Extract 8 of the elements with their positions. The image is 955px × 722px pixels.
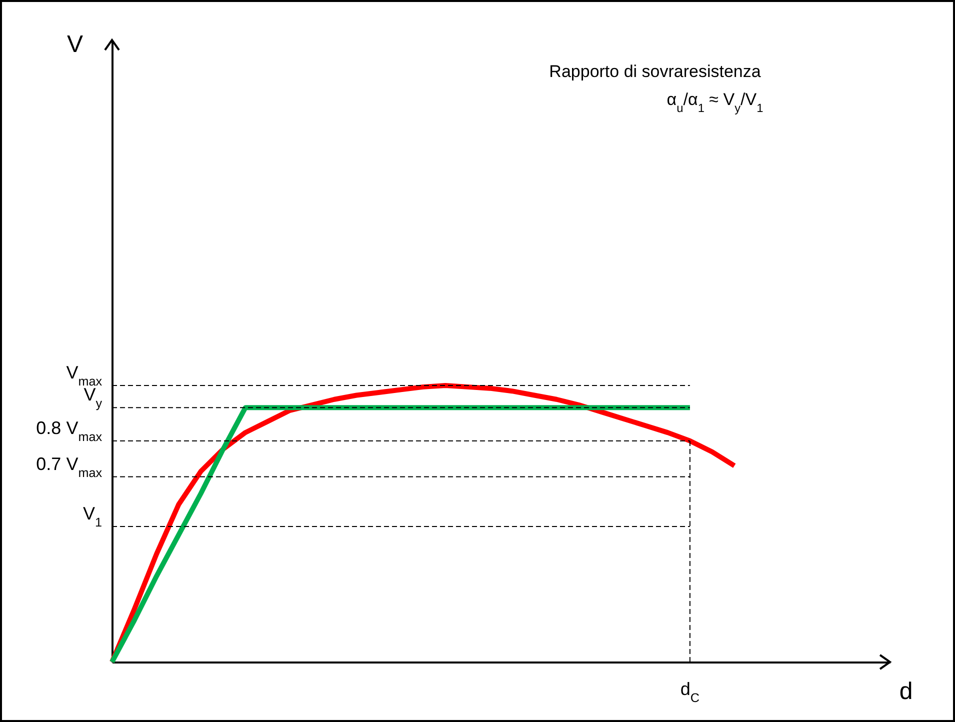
ref-line-label: V$_{1}$	[82, 504, 102, 530]
text: α$_{u}$/α$_{1}$ ≈ V$_{y}$/V$_{1}$	[666, 90, 764, 115]
ref-line-label: 0.7 V$_{max}$	[36, 454, 103, 480]
ref-line-label: 0.8 V$_{max}$	[36, 418, 103, 444]
text: V	[66, 31, 84, 58]
text: d	[899, 678, 913, 705]
text: d$_{C}$	[680, 679, 700, 705]
text: Rapporto di sovraresistenza	[549, 62, 762, 81]
